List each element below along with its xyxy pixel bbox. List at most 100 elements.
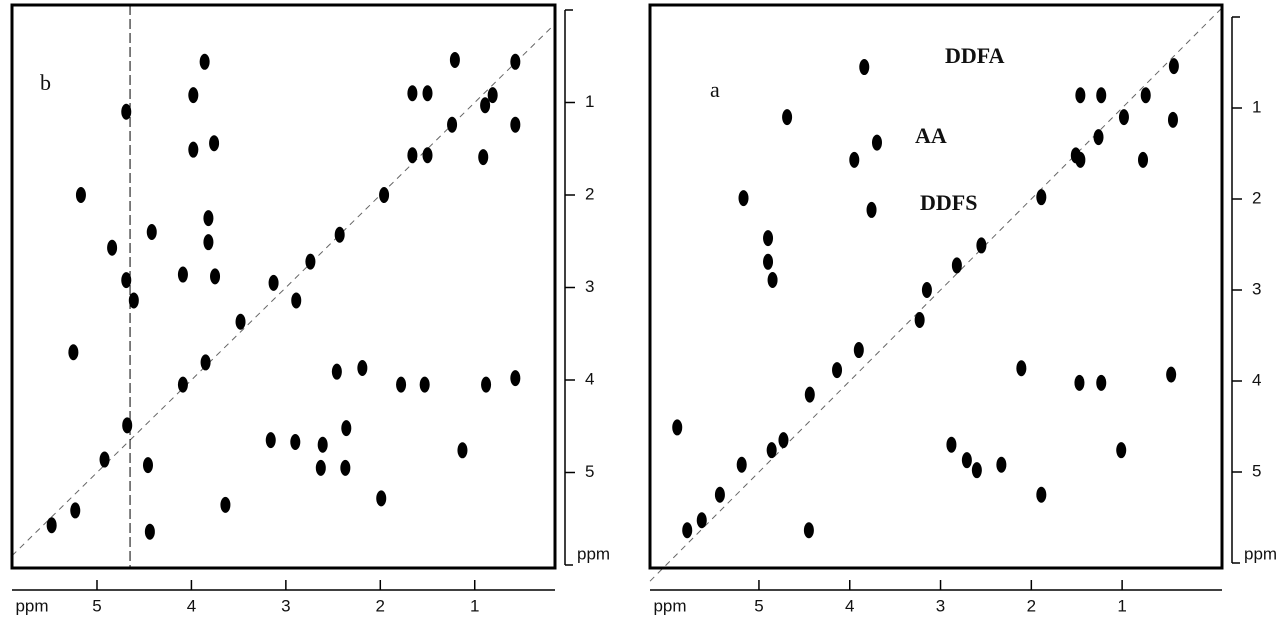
x-tick-label: 5 — [92, 596, 101, 615]
y-tick-label: 3 — [585, 277, 594, 296]
y-tick-label: 4 — [1252, 370, 1261, 389]
x-tick-label: 3 — [281, 596, 290, 615]
y-tick-label: 4 — [585, 369, 594, 388]
cross-peak — [447, 116, 458, 133]
cross-peak — [334, 226, 345, 243]
cross-peak — [315, 459, 326, 476]
cross-peak — [268, 274, 279, 291]
cross-peak — [1166, 366, 1177, 383]
cross-peak — [376, 490, 387, 507]
cross-peak — [305, 253, 316, 270]
x-tick-label: 4 — [187, 596, 196, 615]
cross-peak — [449, 51, 460, 68]
peak-annotation: DDFA — [945, 43, 1005, 68]
cross-peak — [291, 292, 302, 309]
cross-peak — [341, 420, 352, 437]
diagonal — [11, 23, 556, 557]
cross-peak — [1140, 87, 1151, 104]
cross-peak — [672, 419, 683, 436]
cross-peak — [235, 313, 246, 330]
cross-peak — [1167, 111, 1178, 128]
cross-peak — [1075, 151, 1086, 168]
y-tick-label: 3 — [1252, 279, 1261, 298]
cross-peak — [866, 201, 877, 218]
cross-peak — [961, 452, 972, 469]
diagonal — [649, 7, 1223, 582]
cross-peak — [422, 85, 433, 102]
cross-peak — [778, 432, 789, 449]
cross-peak — [738, 190, 749, 207]
cross-peak — [859, 59, 870, 76]
cross-peak — [209, 135, 220, 152]
cross-peak — [976, 237, 987, 254]
cross-peak — [804, 386, 815, 403]
cross-peak — [480, 97, 491, 114]
cross-peak — [696, 512, 707, 529]
cross-peak — [914, 312, 925, 329]
cross-peak — [1093, 129, 1104, 146]
cross-peak — [763, 253, 774, 270]
x-tick-label: 2 — [376, 596, 385, 615]
cross-peak — [478, 149, 489, 166]
cross-peak — [853, 342, 864, 359]
cross-peak — [422, 147, 433, 164]
cross-peak — [946, 436, 957, 453]
cross-peak — [832, 362, 843, 379]
cross-peak — [128, 292, 139, 309]
cross-peak — [419, 376, 430, 393]
cross-peak — [121, 272, 132, 289]
cross-peak — [1036, 486, 1047, 503]
y-tick-label: 5 — [1252, 461, 1261, 480]
x-tick-label: 5 — [754, 596, 763, 615]
cross-peak — [682, 522, 693, 539]
cross-peak — [803, 522, 814, 539]
cross-peak — [510, 370, 521, 387]
y-tick-label: 2 — [585, 184, 594, 203]
x-axis-label: ppm — [653, 596, 686, 615]
cross-peak — [510, 53, 521, 70]
cross-peak — [396, 376, 407, 393]
peak-annotation: DDFS — [920, 190, 977, 215]
cross-peak — [199, 53, 210, 70]
cross-peak — [921, 282, 932, 298]
cross-peak — [144, 523, 155, 540]
cross-peak — [1036, 189, 1047, 206]
cross-peak — [1116, 442, 1127, 459]
cross-peak — [177, 376, 188, 393]
x-tick-label: 1 — [1117, 596, 1126, 615]
cross-peak — [763, 230, 774, 247]
cross-peak — [782, 109, 793, 126]
panel-label: b — [40, 70, 51, 95]
cross-peak — [510, 116, 521, 133]
cross-peak — [767, 271, 778, 288]
cross-peak — [340, 459, 351, 476]
peak-annotation: AA — [915, 123, 947, 148]
cross-peak — [1096, 374, 1107, 391]
cross-peak — [736, 456, 747, 473]
cross-peak — [99, 451, 110, 468]
cross-peak — [317, 436, 328, 453]
cross-peak — [357, 359, 368, 376]
panel-label: a — [710, 77, 720, 102]
cross-peak — [1138, 151, 1149, 168]
cross-peak — [407, 147, 418, 164]
y-axis-label: ppm — [577, 544, 610, 563]
cross-peak — [68, 344, 79, 361]
cross-peak — [714, 486, 725, 503]
cross-peak — [70, 502, 81, 519]
cross-peak — [203, 210, 214, 227]
cross-peak — [1074, 374, 1085, 391]
plot-frame — [648, 3, 1224, 570]
cross-peak — [188, 141, 199, 158]
cross-peak — [203, 234, 214, 251]
cross-peak — [177, 266, 188, 283]
x-tick-label: 3 — [936, 596, 945, 615]
cross-peak — [220, 496, 231, 513]
cross-peak — [951, 257, 962, 274]
cross-peak — [188, 87, 199, 104]
x-axis-label: ppm — [15, 596, 48, 615]
cross-peak — [407, 85, 418, 102]
cross-peak — [200, 354, 211, 371]
cross-peak — [331, 363, 342, 380]
